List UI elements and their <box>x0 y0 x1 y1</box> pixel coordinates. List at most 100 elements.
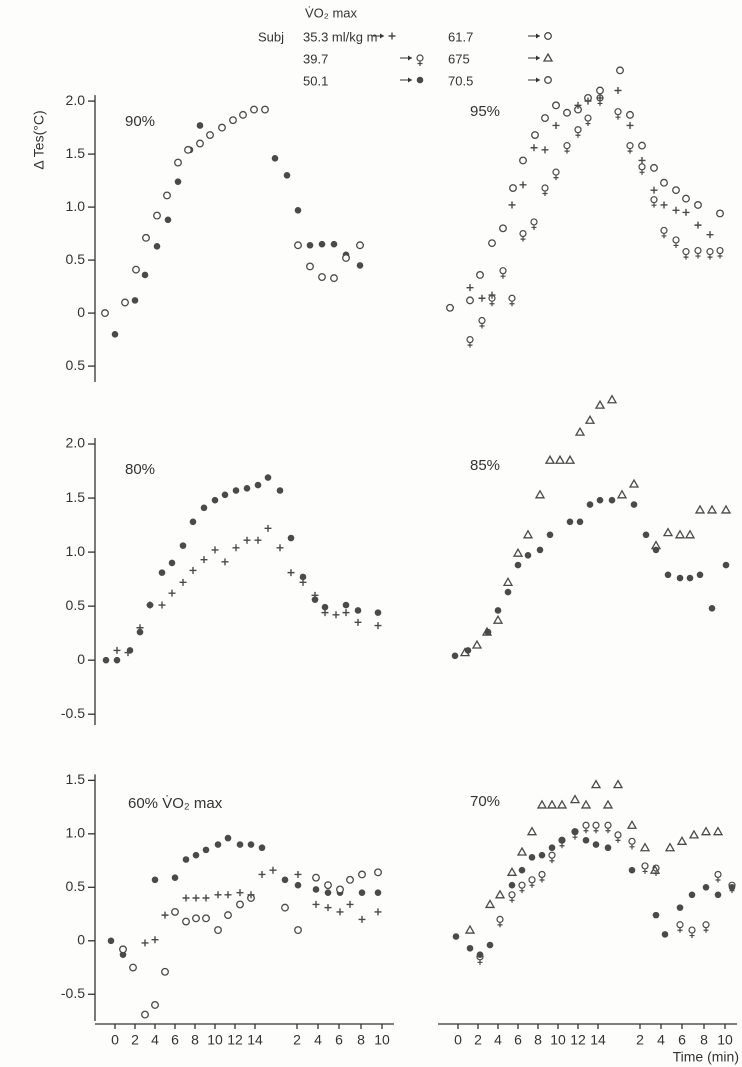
data-point <box>358 915 366 923</box>
data-point <box>202 914 210 923</box>
data-point <box>628 478 640 488</box>
data-point <box>574 101 582 109</box>
data-point <box>571 828 579 835</box>
x-tick-label: 10 <box>717 1032 733 1048</box>
data-point <box>200 556 208 564</box>
x-tick-label: 10 <box>550 1032 566 1048</box>
data-point <box>700 826 712 836</box>
data-point <box>584 414 596 424</box>
data-point <box>626 121 634 129</box>
legend-title: V̇O₂ max <box>305 5 358 20</box>
data-point <box>476 951 484 958</box>
data-point <box>168 559 176 567</box>
data-point <box>258 870 266 878</box>
data-point <box>211 496 219 504</box>
data-point <box>281 876 289 884</box>
data-point <box>594 399 606 409</box>
data-point <box>706 231 714 239</box>
y-tick-label: 1.0 <box>66 198 86 214</box>
data-point <box>706 504 718 514</box>
data-point <box>161 911 169 919</box>
x-tick-label: 4 <box>494 1032 502 1048</box>
data-point <box>129 963 137 972</box>
y-tick-label: 0 <box>77 304 85 320</box>
data-point <box>526 826 538 836</box>
data-point <box>494 889 506 899</box>
legend-label: 39.7 <box>303 51 328 66</box>
legend-label: 35.3 ml/kg m <box>303 29 377 44</box>
data-point <box>163 191 171 200</box>
data-point <box>556 799 568 809</box>
data-point <box>324 904 332 912</box>
data-point <box>548 844 556 852</box>
data-point <box>499 224 507 233</box>
x-tick-label: 4 <box>657 1032 665 1048</box>
data-point <box>504 588 512 596</box>
data-point <box>582 821 590 834</box>
data-point <box>590 779 602 789</box>
data-point <box>342 609 350 617</box>
data-point <box>312 873 320 882</box>
data-point <box>672 206 680 214</box>
data-point <box>113 646 121 654</box>
data-point <box>299 573 307 581</box>
data-point <box>299 578 307 586</box>
x-tick-label: 14 <box>590 1032 606 1048</box>
data-point <box>530 144 538 152</box>
data-point <box>158 601 166 609</box>
data-point <box>714 891 722 899</box>
data-point <box>141 939 149 947</box>
x-tick-label: 6 <box>678 1032 686 1048</box>
data-point <box>660 226 668 239</box>
data-point <box>616 66 624 75</box>
data-point <box>608 496 616 504</box>
data-point <box>466 296 474 305</box>
legend-arrowhead <box>536 55 540 61</box>
data-point <box>641 862 649 874</box>
data-point <box>662 527 674 537</box>
data-point <box>660 201 668 209</box>
data-point <box>239 110 247 119</box>
data-point <box>336 885 344 894</box>
data-point <box>264 474 272 481</box>
data-point <box>452 933 460 940</box>
data-point <box>131 297 139 304</box>
data-point <box>524 552 532 559</box>
data-point <box>650 196 658 208</box>
data-point <box>541 184 549 197</box>
data-point <box>318 240 326 248</box>
data-point <box>196 122 204 129</box>
data-point <box>192 894 200 902</box>
data-point <box>614 831 622 843</box>
data-point <box>269 866 277 874</box>
data-point <box>264 524 272 532</box>
data-point <box>124 649 132 657</box>
data-point <box>374 908 382 916</box>
data-point <box>518 866 526 874</box>
data-point <box>330 274 338 283</box>
y-axis-label: Δ Tes(°C) <box>31 110 47 169</box>
x-tick-label: 8 <box>191 1032 199 1048</box>
data-point <box>182 856 190 863</box>
data-point <box>580 799 592 809</box>
data-point <box>189 518 197 526</box>
data-point <box>502 577 514 587</box>
data-point <box>294 241 302 250</box>
data-point <box>528 854 536 861</box>
data-point <box>638 163 646 175</box>
data-point <box>702 921 710 933</box>
data-point <box>716 209 724 218</box>
data-point <box>688 829 700 839</box>
data-point <box>336 908 344 916</box>
data-point <box>652 546 660 554</box>
x-tick-label: 4 <box>314 1032 322 1048</box>
data-point <box>574 426 586 436</box>
data-point <box>508 294 516 307</box>
data-point <box>136 628 144 636</box>
x-tick-label: 12 <box>570 1032 586 1048</box>
data-point <box>531 131 539 139</box>
data-point <box>358 870 366 879</box>
data-point <box>247 891 255 899</box>
data-point <box>214 891 222 899</box>
legend-marker <box>388 32 396 40</box>
